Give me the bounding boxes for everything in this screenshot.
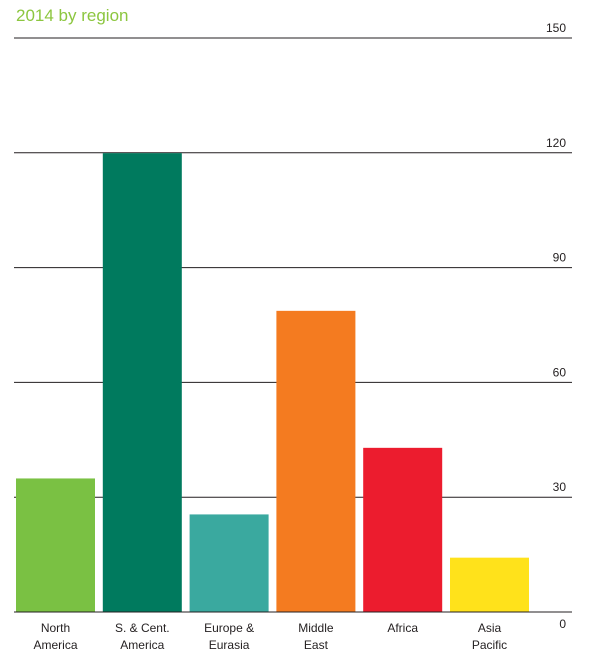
x-tick-label: Middle East: [298, 621, 334, 652]
x-tick-label: S. & Cent. America: [115, 621, 170, 652]
y-tick-label: 120: [546, 136, 566, 150]
x-tick-label: Asia Pacific: [472, 621, 507, 652]
chart-title: 2014 by region: [16, 6, 129, 25]
bar: [189, 514, 269, 612]
bar: [450, 557, 529, 612]
bar: [102, 153, 182, 612]
y-tick-label: 0: [559, 617, 566, 631]
bar: [16, 478, 95, 612]
bar: [363, 447, 443, 612]
x-tick-label: Africa: [387, 621, 418, 635]
y-tick-label: 150: [546, 21, 566, 35]
x-tick-label: North America: [33, 621, 77, 652]
bar: [276, 310, 356, 612]
y-tick-label: 30: [553, 480, 567, 494]
x-tick-label: Europe & Eurasia: [204, 621, 254, 652]
y-tick-label: 60: [553, 365, 567, 379]
y-tick-label: 90: [553, 251, 567, 265]
